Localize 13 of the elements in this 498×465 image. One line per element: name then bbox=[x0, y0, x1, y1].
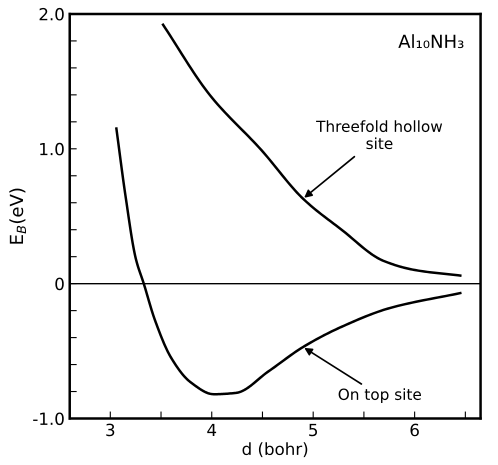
x-axis-title: d (bohr) bbox=[242, 442, 308, 458]
x-tick-label: 3 bbox=[106, 424, 114, 436]
x-tick-label: 4 bbox=[207, 424, 216, 436]
y-tick-label: -1.0 bbox=[33, 412, 64, 426]
annotation: On top site bbox=[338, 388, 421, 404]
y-axis-title: E$_{B}$(eV) bbox=[9, 188, 26, 244]
annotation: Threefold hollow site bbox=[316, 120, 442, 150]
x-tick-label: 6 bbox=[410, 424, 419, 436]
y-tick-label: 2.0 bbox=[40, 8, 64, 21]
y-tick-label: 1.0 bbox=[40, 142, 64, 156]
x-tick-label: 5 bbox=[309, 424, 318, 436]
y-tick-label: 0 bbox=[55, 278, 64, 290]
text: Al₁₀NH₃ bbox=[398, 34, 464, 48]
